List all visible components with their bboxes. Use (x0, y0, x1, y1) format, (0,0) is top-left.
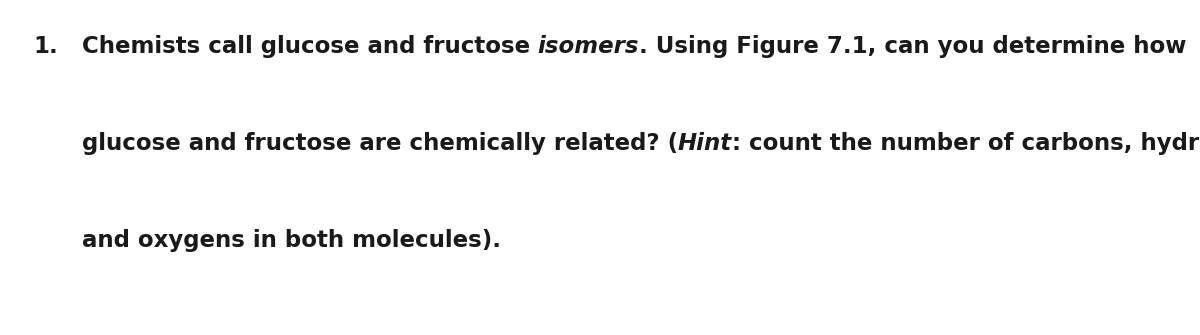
Text: . Using Figure 7.1, can you determine how: . Using Figure 7.1, can you determine ho… (640, 35, 1187, 58)
Text: and oxygens in both molecules).: and oxygens in both molecules). (82, 229, 500, 253)
Text: 1.: 1. (34, 35, 59, 58)
Text: isomers: isomers (538, 35, 640, 58)
Text: : count the number of carbons, hydrogens: : count the number of carbons, hydrogens (732, 132, 1200, 155)
Text: glucose and fructose are chemically related? (: glucose and fructose are chemically rela… (82, 132, 678, 155)
Text: Chemists call glucose and fructose: Chemists call glucose and fructose (82, 35, 538, 58)
Text: Hint: Hint (678, 132, 732, 155)
